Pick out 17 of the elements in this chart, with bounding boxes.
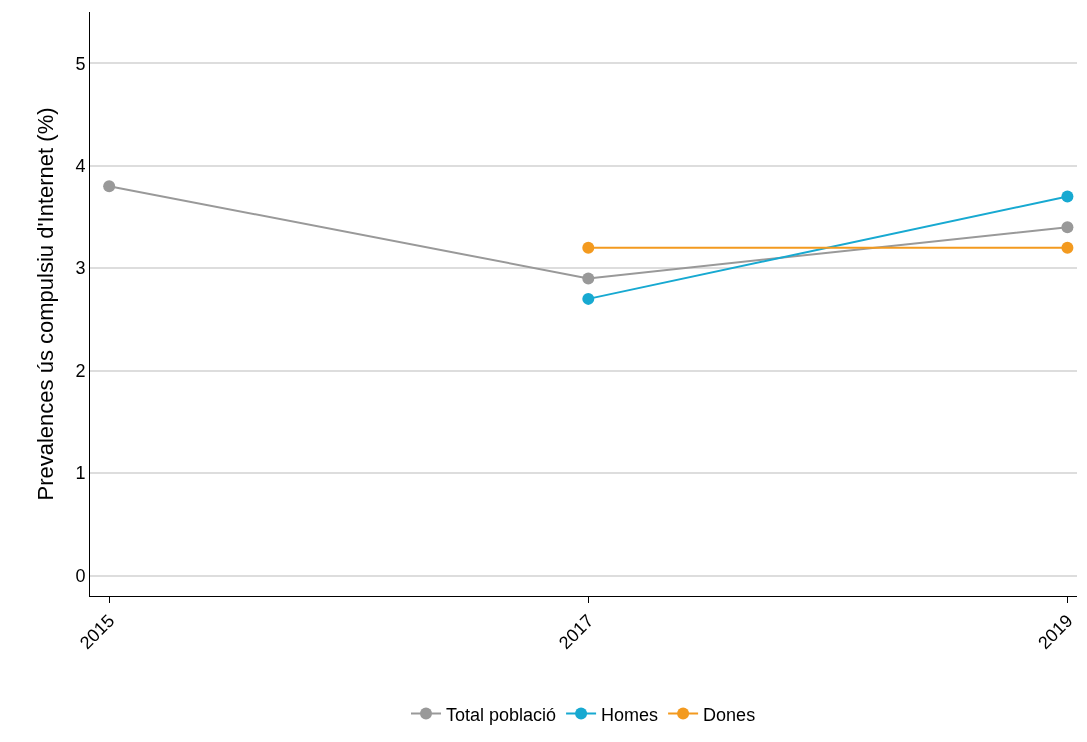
legend-label: Total població <box>446 704 557 725</box>
point <box>1061 221 1074 234</box>
point <box>103 180 116 193</box>
y-tick-label: 0 <box>75 565 86 586</box>
y-tick-label: 2 <box>75 360 86 381</box>
point <box>582 292 595 305</box>
legend-label: Dones <box>703 704 756 725</box>
point <box>1061 241 1074 254</box>
point <box>1061 190 1074 203</box>
legend-label: Homes <box>601 704 659 725</box>
y-tick-label: 3 <box>75 258 86 279</box>
point <box>582 241 595 254</box>
point <box>582 272 595 285</box>
y-tick-label: 1 <box>75 463 86 484</box>
y-tick-label: 5 <box>75 53 86 74</box>
y-axis-title: Prevalences ús compulsiu d'Internet (%) <box>33 107 59 501</box>
y-tick-label: 4 <box>75 155 86 176</box>
